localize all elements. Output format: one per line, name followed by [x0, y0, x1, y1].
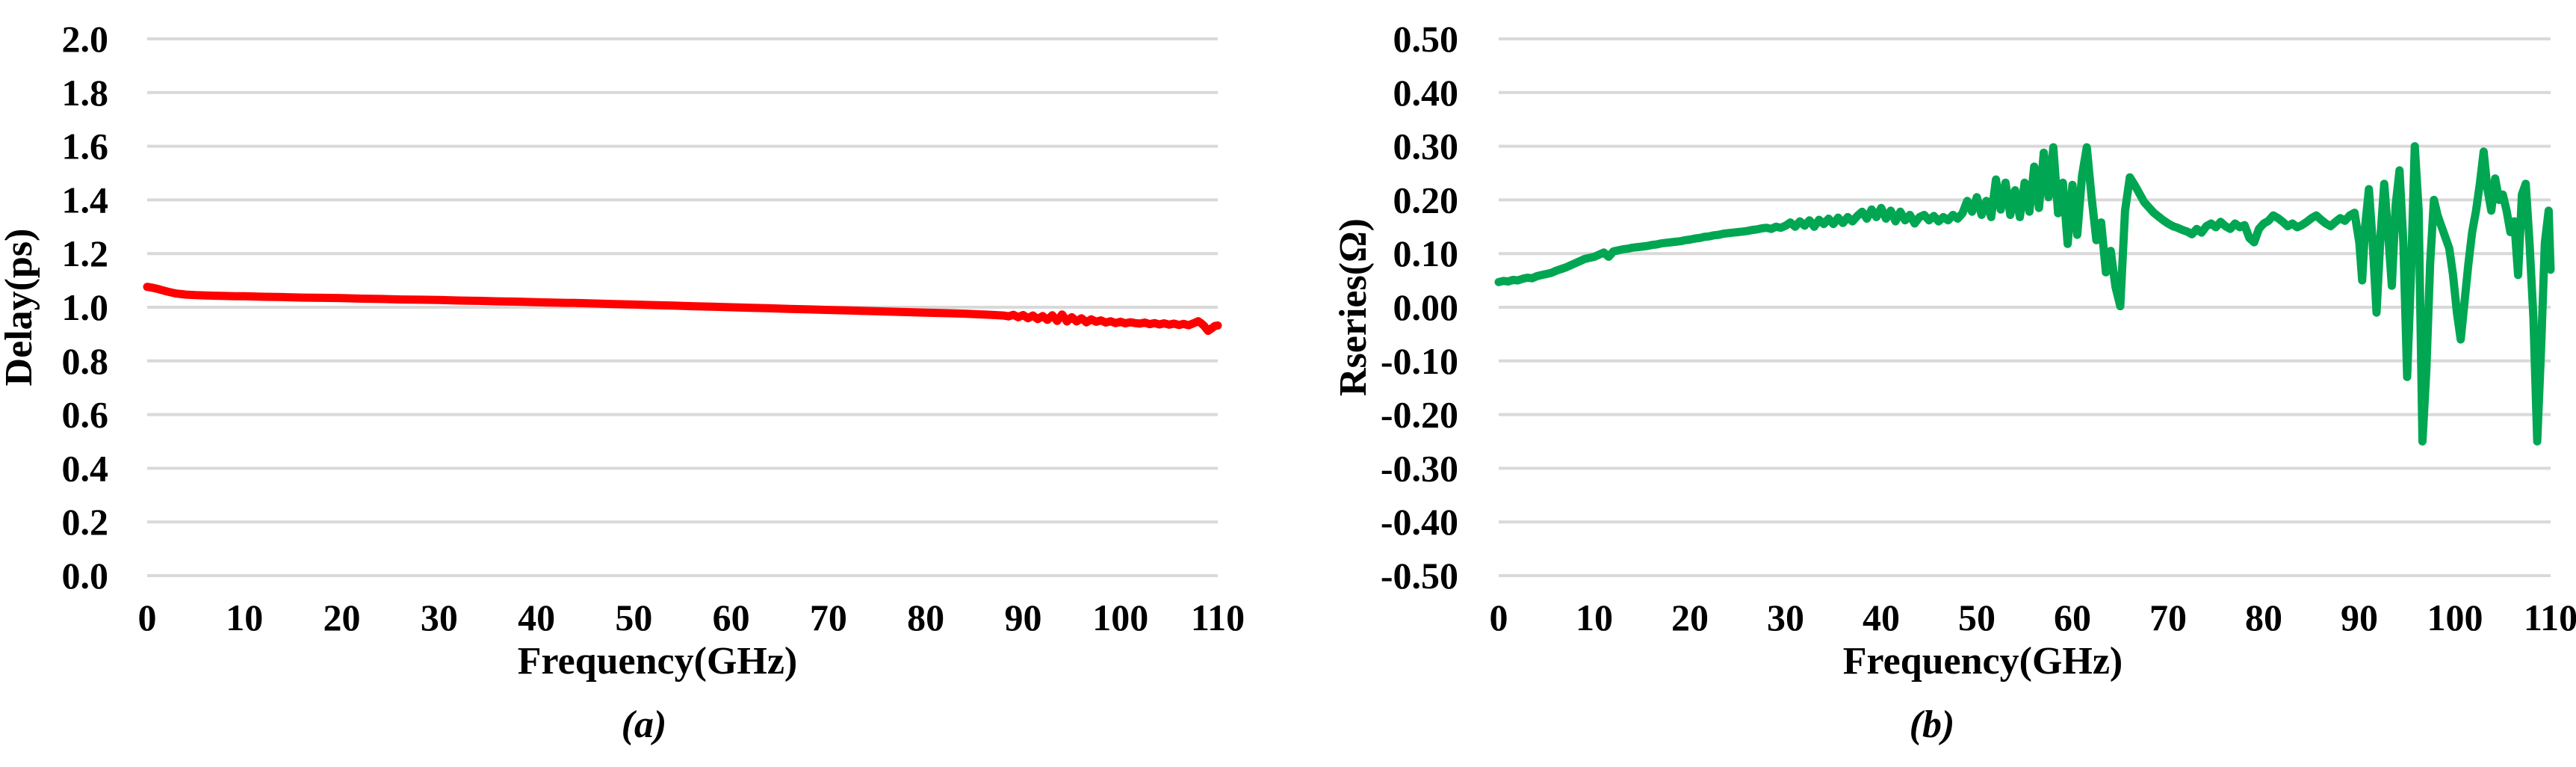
y-tick-label: 1.2 [62, 232, 109, 274]
y-tick-label: -0.30 [1381, 447, 1458, 489]
y-tick-label: 1.6 [62, 126, 109, 167]
y-tick-label: 0.8 [62, 340, 109, 382]
y-tick-label: 0.6 [62, 394, 109, 436]
delay-series-line [143, 283, 1222, 336]
y-axis-title: Delay(ps) [0, 229, 40, 386]
x-tick-label: 70 [810, 597, 847, 638]
y-tick-label: 0.0 [62, 555, 109, 597]
series-layer [1494, 142, 2555, 446]
y-tick-label: 0.2 [62, 501, 109, 543]
x-tick-label: 80 [2245, 597, 2282, 638]
y-tick-label: 1.0 [62, 286, 109, 328]
x-tick-label: 90 [2341, 597, 2378, 638]
y-tick-label: 0.50 [1393, 18, 1459, 60]
y-axis-tick-labels: -0.50 -0.40 -0.30 -0.20 -0.10 0.00 0.10 0.20 0.3… [1381, 18, 1458, 597]
y-tick-label: 1.4 [62, 179, 109, 221]
x-tick-label: 20 [1671, 597, 1709, 638]
x-tick-label: 10 [226, 597, 263, 638]
x-tick-label: 0 [138, 597, 157, 638]
y-tick-label: 0.4 [62, 447, 109, 489]
x-tick-label: 110 [2524, 597, 2576, 638]
y-tick-label: 0.40 [1393, 72, 1459, 114]
x-tick-label: 0 [1490, 597, 1508, 638]
chart-panel-b: -0.50 -0.40 -0.30 -0.20 -0.10 0.00 0.10 0.20 0.3… [1288, 0, 2576, 767]
x-tick-label: 40 [518, 597, 555, 638]
y-axis-tick-labels: 0.0 0.2 0.4 0.6 0.8 1.0 1.2 1.4 1.6 1.8 2.0 [62, 18, 109, 597]
x-tick-label: 40 [1863, 597, 1900, 638]
x-tick-label: 70 [2149, 597, 2187, 638]
x-axis-title: Frequency(GHz) [1843, 640, 2123, 683]
x-tick-label: 80 [907, 597, 944, 638]
gridlines [1499, 37, 2551, 577]
x-axis-title: Frequency(GHz) [518, 640, 798, 683]
y-tick-label: -0.40 [1381, 501, 1458, 543]
x-tick-label: 10 [1576, 597, 1613, 638]
x-axis-tick-labels: 0 10 20 30 40 50 60 70 80 90 100 110 [1490, 597, 2576, 638]
x-tick-label: 90 [1004, 597, 1041, 638]
y-tick-label: 0.30 [1393, 126, 1459, 167]
panel-a-caption: (a) [622, 703, 667, 746]
series-layer [143, 283, 1222, 336]
y-tick-label: 1.8 [62, 72, 109, 114]
y-tick-label: -0.50 [1381, 555, 1458, 597]
x-tick-label: 100 [2427, 597, 2483, 638]
y-tick-label: 0.00 [1393, 286, 1459, 328]
delay-chart: 0.0 0.2 0.4 0.6 0.8 1.0 1.2 1.4 1.6 1.8 2.0 0 10 20 3… [0, 18, 1245, 746]
x-tick-label: 100 [1092, 597, 1148, 638]
y-tick-label: 2.0 [62, 18, 109, 60]
y-tick-label: 0.20 [1393, 179, 1459, 221]
rseries-chart: -0.50 -0.40 -0.30 -0.20 -0.10 0.00 0.10 0.20 0.3… [1332, 18, 2576, 746]
x-tick-label: 50 [615, 597, 652, 638]
panel-b-caption: (b) [1910, 703, 1955, 746]
x-tick-label: 30 [421, 597, 458, 638]
y-tick-label: 0.10 [1393, 232, 1459, 274]
x-tick-label: 60 [2054, 597, 2091, 638]
chart-panel-a: 0.0 0.2 0.4 0.6 0.8 1.0 1.2 1.4 1.6 1.8 2.0 0 10 20 3… [0, 18, 1245, 746]
x-tick-label: 110 [1191, 597, 1245, 638]
x-tick-label: 60 [713, 597, 750, 638]
x-axis-tick-labels: 0 10 20 30 40 50 60 70 80 90 100 110 [138, 597, 1245, 638]
x-tick-label: 50 [1958, 597, 1996, 638]
rseries-series-line [1494, 142, 2555, 446]
x-tick-label: 30 [1767, 597, 1804, 638]
y-axis-title: Rseries(Ω) [1332, 218, 1375, 396]
x-tick-label: 20 [323, 597, 361, 638]
y-tick-label: -0.10 [1381, 340, 1458, 382]
y-tick-label: -0.20 [1381, 394, 1458, 436]
